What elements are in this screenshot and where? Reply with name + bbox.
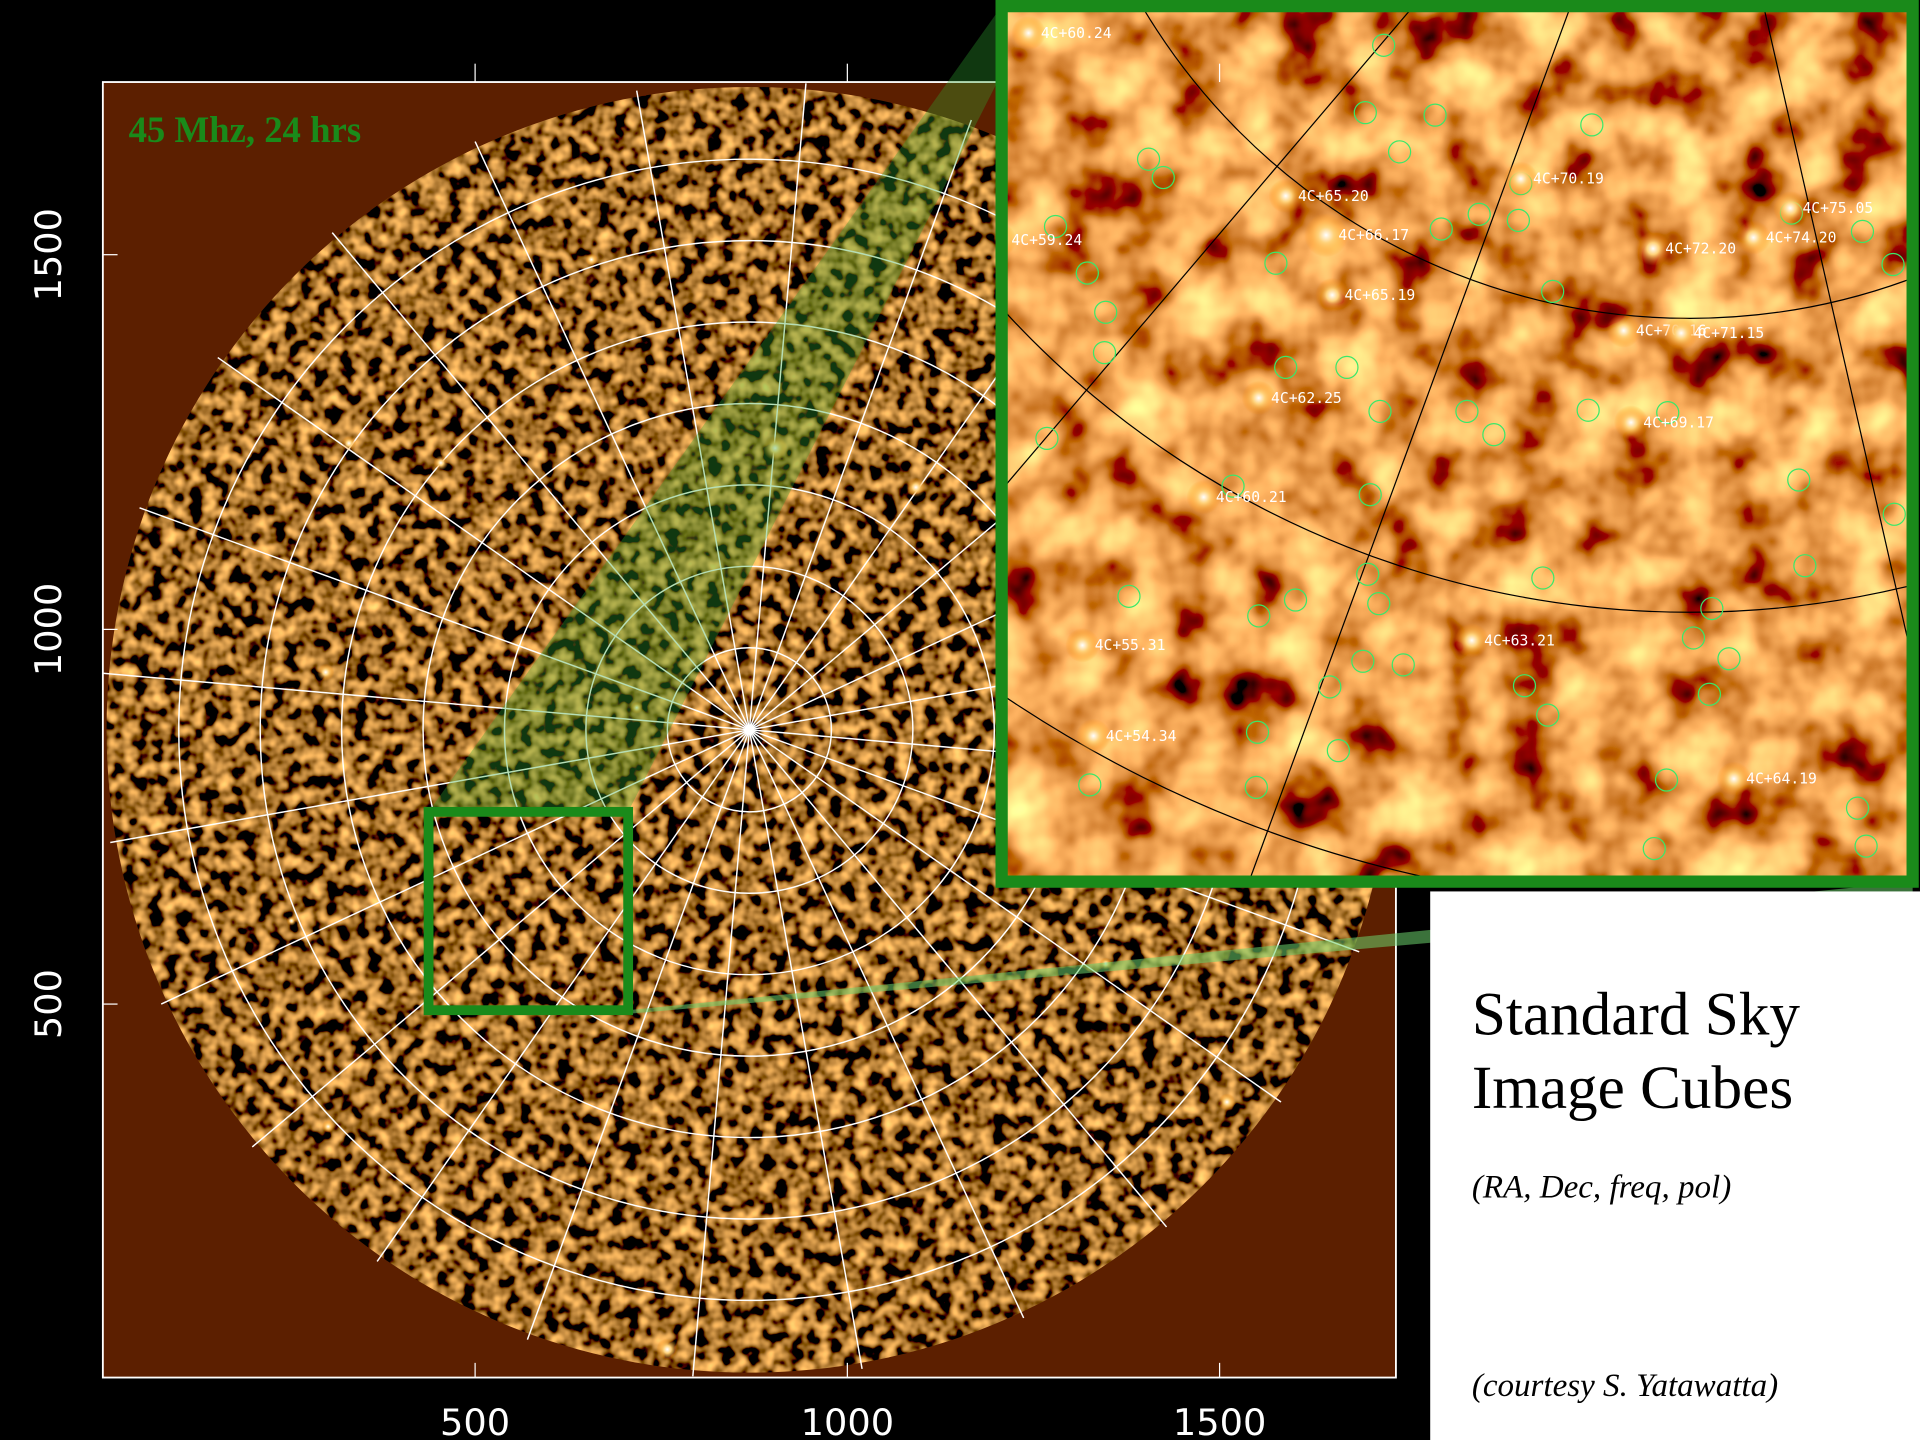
bright-source <box>317 664 334 681</box>
bright-source <box>585 253 597 265</box>
source-label: 4C+63.21 <box>1484 632 1555 649</box>
panel-title: Standard Sky <box>1472 981 1801 1049</box>
source-label: 4C+65.19 <box>1344 287 1415 304</box>
x-tick-label: 1500 <box>1173 1401 1266 1440</box>
zoom-texture <box>1002 6 1913 882</box>
image-label: 45 Mhz, 24 hrs <box>129 109 362 150</box>
panel-title: Image Cubes <box>1472 1054 1793 1122</box>
source-label: 4C+55.31 <box>1095 637 1166 654</box>
bright-source <box>1218 1093 1235 1110</box>
source-label: 4C+75.05 <box>1802 200 1873 217</box>
panel-credit: (courtesy S. Yatawatta) <box>1472 1368 1778 1404</box>
x-tick-label: 500 <box>440 1401 510 1440</box>
x-tick-label: 1000 <box>801 1401 894 1440</box>
bright-source <box>906 478 926 498</box>
bright-source <box>433 456 448 471</box>
bright-source <box>656 1338 678 1360</box>
source-label: 4C+74.20 <box>1766 229 1837 246</box>
source-label: 4C+71.15 <box>1693 325 1764 342</box>
text-panel <box>1430 891 1920 1440</box>
slide: 45 Mhz, 24 hrs 4C+60.24 4C+59.24 4C+65.20 4… <box>0 0 1920 1440</box>
bright-source <box>287 916 297 926</box>
source-label: 4C+62.25 <box>1271 390 1342 407</box>
source-label: 4C+65.20 <box>1298 188 1369 205</box>
bright-source <box>322 1120 334 1132</box>
y-tick-label: 1500 <box>27 208 70 301</box>
source-label: 4C+69.17 <box>1643 414 1714 431</box>
source-label: 4C+60.21 <box>1216 489 1287 506</box>
source-label: 4C+59.24 <box>1011 232 1082 249</box>
source-label: 4C+60.24 <box>1041 25 1112 42</box>
source-label: 4C+70.19 <box>1533 171 1604 188</box>
source-label: 4C+66.17 <box>1338 227 1409 244</box>
source-label: 4C+64.19 <box>1746 771 1817 788</box>
source-label: 4C+54.34 <box>1106 728 1177 745</box>
bright-source <box>342 436 357 451</box>
y-tick-label: 500 <box>27 969 70 1039</box>
source-label: 4C+72.20 <box>1665 240 1736 257</box>
y-tick-label: 1000 <box>27 583 70 676</box>
panel-subtitle: (RA, Dec, freq, pol) <box>1472 1170 1731 1206</box>
